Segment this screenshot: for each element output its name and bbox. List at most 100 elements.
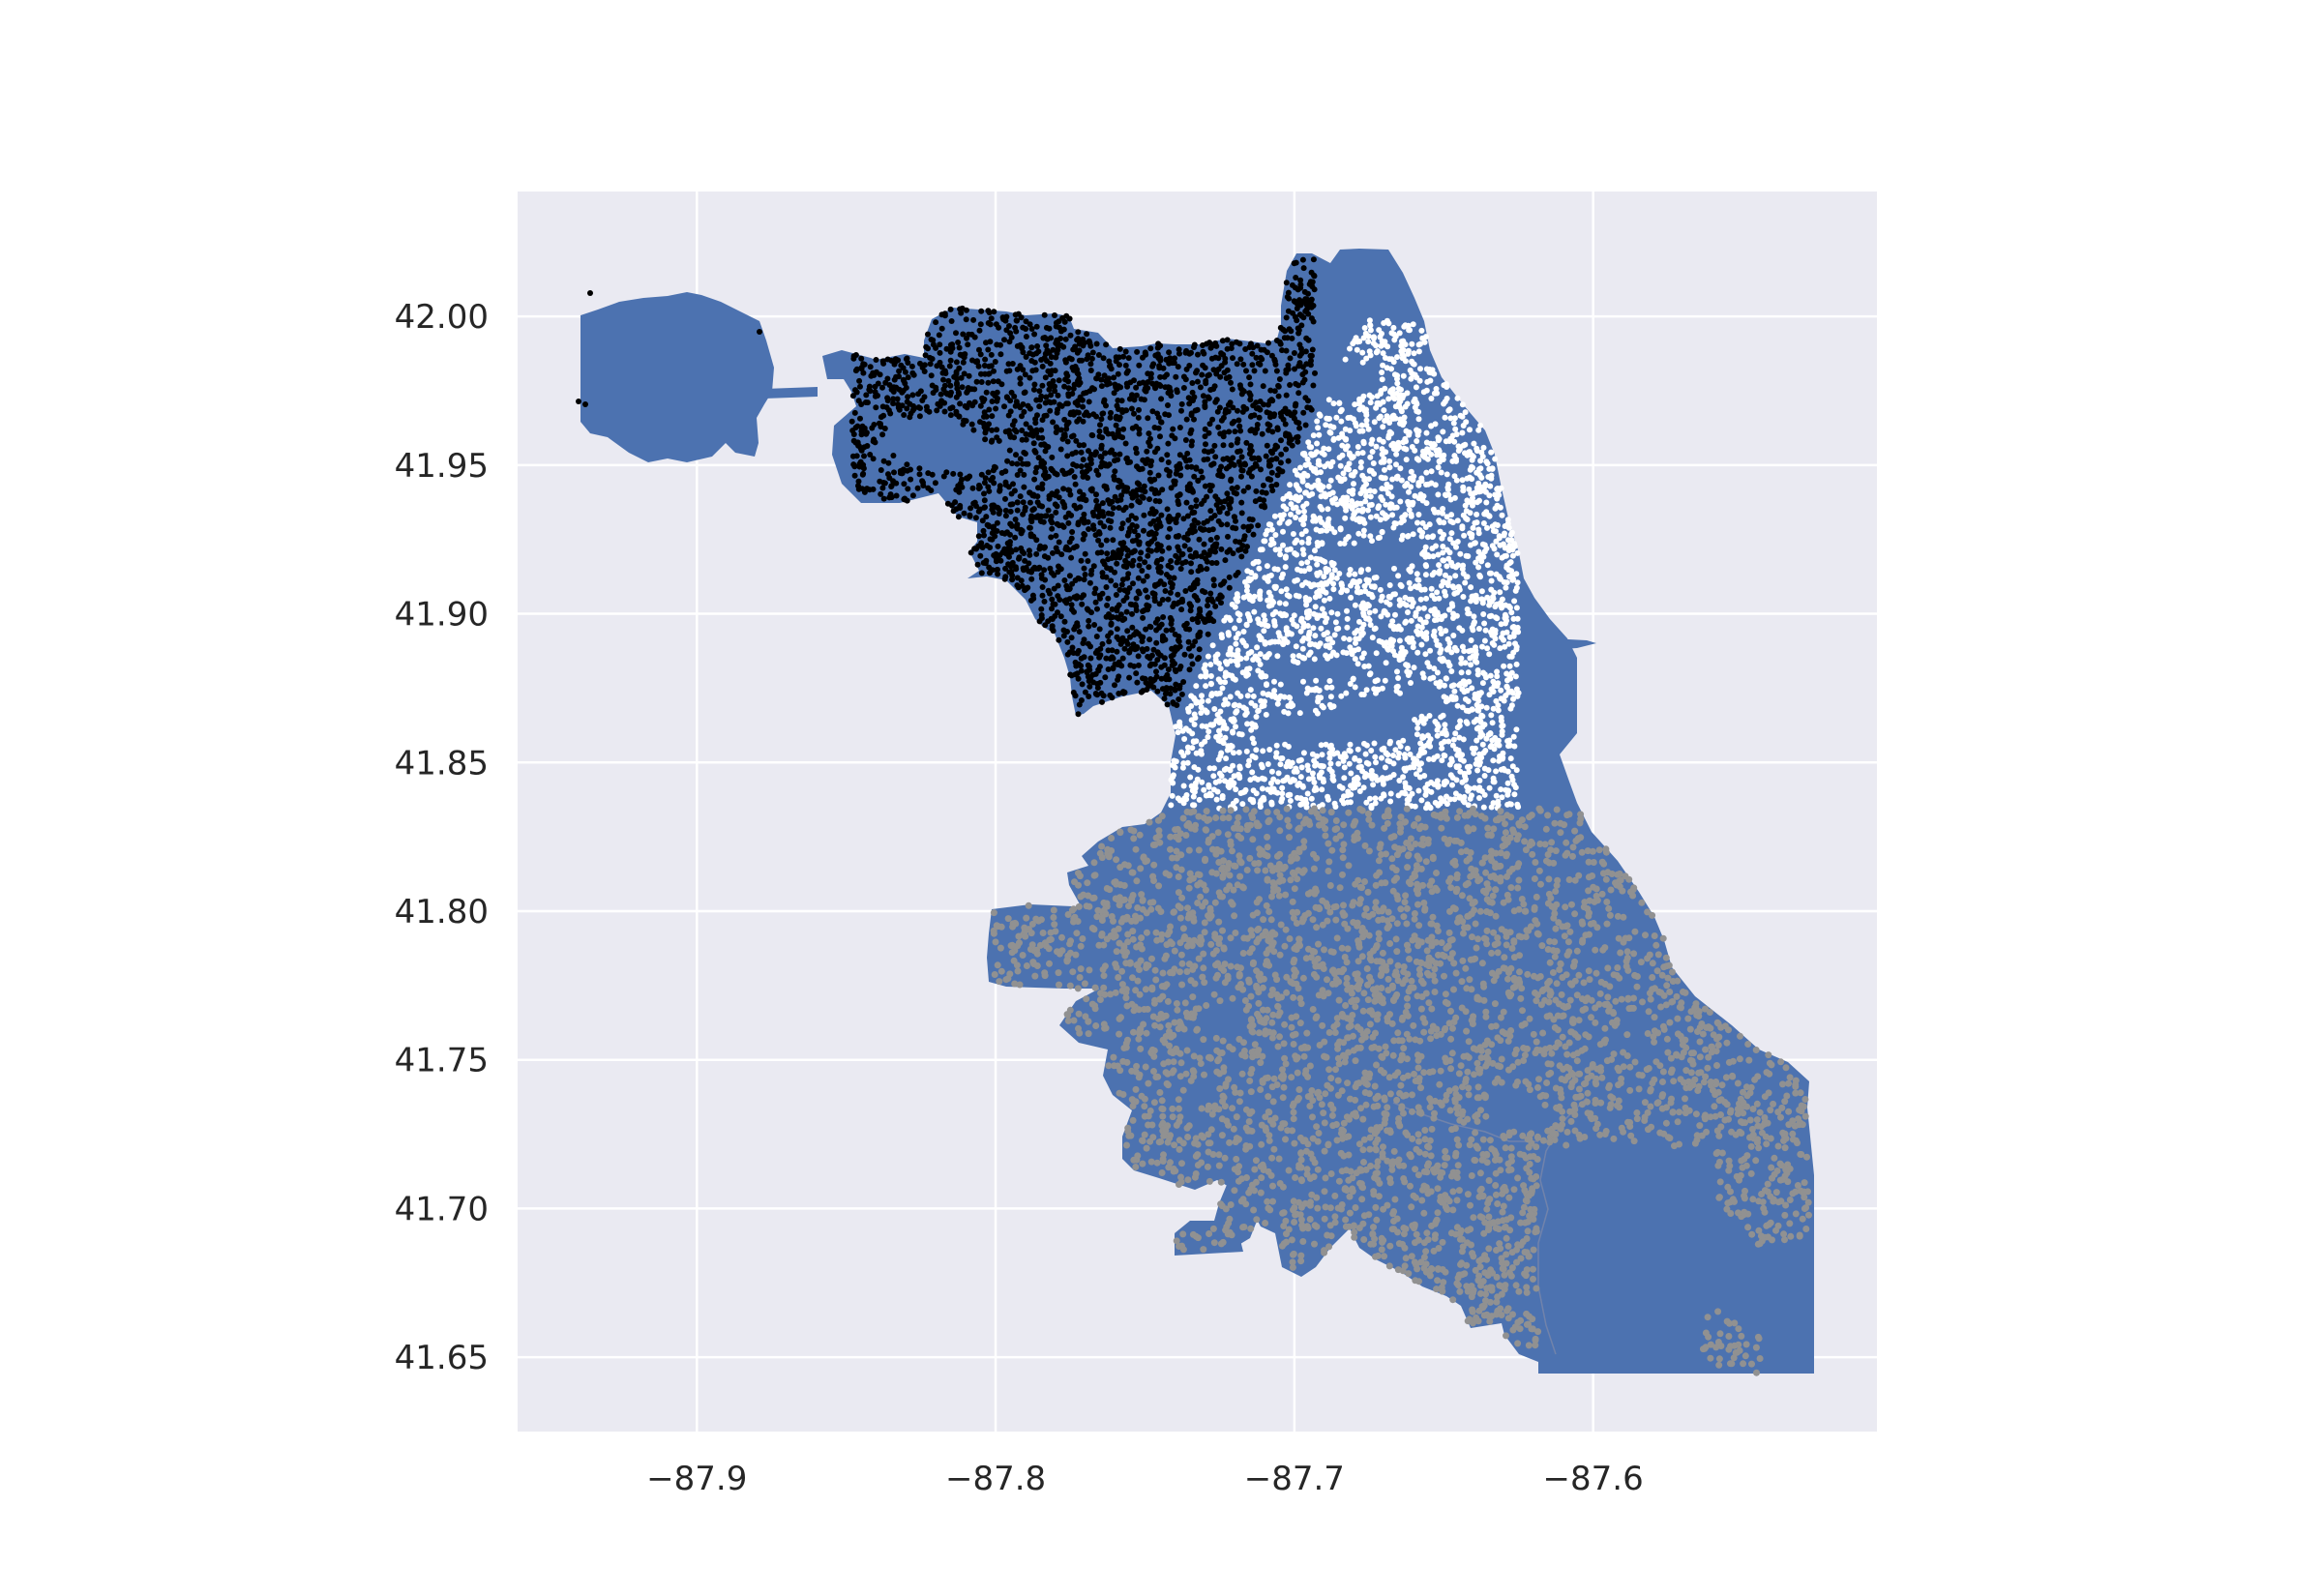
point-northwest bbox=[1268, 352, 1275, 359]
point-northwest bbox=[1023, 334, 1029, 340]
point-northwest bbox=[997, 507, 1003, 514]
point-northwest bbox=[977, 402, 984, 409]
point-north-central bbox=[1267, 593, 1274, 600]
point-northwest bbox=[1199, 371, 1206, 378]
point-northwest bbox=[1172, 687, 1178, 694]
point-northwest bbox=[1052, 312, 1057, 318]
point-north-central bbox=[1315, 643, 1322, 650]
polygon-northwest-connector bbox=[764, 387, 818, 399]
point-north-central bbox=[1369, 635, 1376, 641]
point-north-central bbox=[1323, 422, 1329, 429]
point-north-central bbox=[1382, 677, 1388, 684]
point-northwest bbox=[1036, 546, 1043, 552]
point-north-central bbox=[1469, 534, 1474, 541]
point-northwest bbox=[995, 378, 1001, 385]
point-northwest bbox=[987, 545, 994, 550]
point-north-central bbox=[1293, 643, 1299, 650]
point-north-central bbox=[1337, 476, 1344, 483]
point-northwest bbox=[1200, 348, 1206, 355]
point-north-central bbox=[1459, 401, 1466, 408]
point-north-central bbox=[1422, 651, 1429, 658]
point-northwest bbox=[909, 369, 916, 376]
point-northwest bbox=[909, 407, 916, 414]
point-northwest bbox=[1030, 386, 1037, 393]
point-north-central bbox=[1486, 492, 1493, 499]
point-northwest bbox=[1302, 308, 1309, 314]
point-northwest bbox=[1271, 388, 1278, 395]
point-northwest bbox=[1277, 324, 1284, 331]
point-northwest bbox=[860, 465, 867, 472]
point-northwest bbox=[1136, 430, 1143, 437]
point-northwest bbox=[1239, 408, 1246, 415]
point-north-central bbox=[1268, 768, 1275, 775]
point-north-central bbox=[1359, 428, 1366, 434]
point-northwest bbox=[1168, 485, 1175, 491]
point-northwest bbox=[1293, 259, 1299, 266]
point-northwest bbox=[1181, 543, 1188, 549]
point-north-central bbox=[1422, 572, 1429, 578]
point-north-central bbox=[1415, 457, 1422, 463]
point-north-central bbox=[1331, 632, 1338, 638]
point-north-central bbox=[1354, 746, 1361, 753]
point-north-central bbox=[1513, 661, 1520, 667]
point-northwest bbox=[1220, 414, 1227, 421]
point-northwest bbox=[1184, 463, 1191, 470]
point-northwest bbox=[1188, 349, 1194, 356]
point-northwest bbox=[1228, 478, 1235, 484]
point-northwest bbox=[1041, 311, 1048, 318]
point-north-central bbox=[1401, 419, 1408, 426]
point-northwest bbox=[1051, 585, 1057, 592]
point-northwest bbox=[1176, 636, 1181, 643]
point-northwest bbox=[848, 418, 855, 425]
point-northwest bbox=[1020, 511, 1027, 517]
point-northwest bbox=[996, 437, 1002, 444]
point-north-central bbox=[1304, 623, 1311, 629]
point-north-central bbox=[1502, 530, 1507, 537]
point-north-central bbox=[1415, 606, 1422, 612]
point-northwest bbox=[1110, 665, 1116, 671]
point-northwest bbox=[1238, 499, 1245, 506]
point-northwest bbox=[902, 369, 908, 375]
point-north-central bbox=[1390, 324, 1397, 331]
point-northwest bbox=[1182, 437, 1189, 443]
point-north-central bbox=[1451, 415, 1458, 422]
point-northwest bbox=[1042, 544, 1048, 550]
point-north-central bbox=[1260, 690, 1266, 696]
point-north-central bbox=[1308, 444, 1315, 451]
point-northwest bbox=[977, 552, 984, 559]
point-northwest bbox=[1143, 626, 1149, 633]
point-northwest bbox=[1312, 369, 1318, 376]
point-north-central bbox=[1339, 430, 1346, 437]
point-north-central bbox=[1240, 629, 1247, 635]
point-north-central bbox=[1244, 665, 1251, 672]
point-northwest bbox=[1138, 549, 1145, 556]
point-northwest bbox=[1068, 535, 1075, 542]
point-north-central bbox=[1422, 562, 1429, 569]
point-northwest bbox=[1080, 418, 1087, 425]
point-north-central bbox=[1479, 741, 1486, 748]
point-north-central bbox=[1295, 509, 1302, 516]
point-north-central bbox=[1250, 560, 1257, 567]
point-north-central bbox=[1305, 635, 1312, 642]
point-north-central bbox=[1309, 490, 1316, 497]
point-northwest bbox=[1176, 599, 1182, 606]
point-northwest bbox=[1045, 554, 1052, 561]
point-northwest bbox=[960, 359, 967, 366]
point-northwest bbox=[1035, 455, 1042, 461]
point-northwest bbox=[894, 396, 901, 402]
point-north-central bbox=[1348, 594, 1354, 601]
point-north-central bbox=[1435, 464, 1442, 471]
point-northwest bbox=[1210, 576, 1217, 583]
point-north-central bbox=[1347, 567, 1354, 573]
point-north-central bbox=[1503, 684, 1510, 691]
point-northwest bbox=[1204, 517, 1210, 524]
point-north-central bbox=[1409, 635, 1415, 641]
point-north-central bbox=[1412, 803, 1418, 810]
point-north-central bbox=[1181, 736, 1188, 742]
point-northwest bbox=[1075, 336, 1082, 342]
point-north-central bbox=[1191, 711, 1198, 718]
point-north-central bbox=[1347, 428, 1354, 434]
point-northwest bbox=[1027, 533, 1034, 540]
point-northwest bbox=[852, 387, 858, 394]
point-northwest bbox=[928, 337, 935, 342]
